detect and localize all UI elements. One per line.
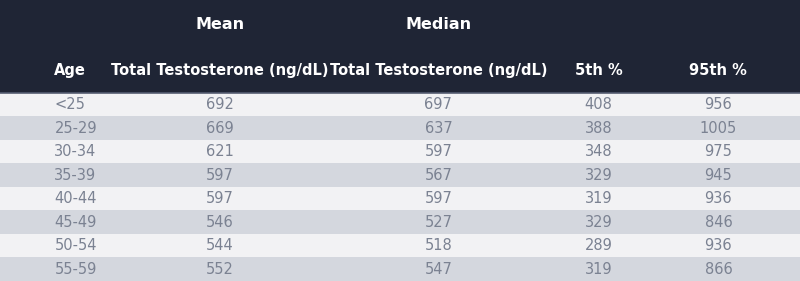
Text: 319: 319: [585, 262, 612, 277]
Text: Total Testosterone (ng/dL): Total Testosterone (ng/dL): [330, 64, 547, 78]
Text: 846: 846: [705, 215, 732, 230]
Bar: [0, 257, 800, 281]
Text: 552: 552: [206, 262, 234, 277]
Text: 547: 547: [425, 262, 452, 277]
Text: 329: 329: [585, 167, 612, 183]
Text: 50-54: 50-54: [54, 238, 97, 253]
Text: 945: 945: [705, 167, 732, 183]
Bar: [0, 163, 800, 187]
Text: 1005: 1005: [700, 121, 737, 135]
Text: 388: 388: [585, 121, 612, 135]
Text: 544: 544: [206, 238, 234, 253]
Bar: [0, 116, 800, 140]
Text: 518: 518: [425, 238, 452, 253]
Text: 95th %: 95th %: [690, 64, 747, 78]
Text: 597: 597: [425, 191, 452, 206]
Text: 408: 408: [585, 97, 612, 112]
Text: 55-59: 55-59: [54, 262, 97, 277]
Bar: [0, 187, 800, 210]
Bar: [0, 234, 800, 257]
Text: 621: 621: [206, 144, 234, 159]
Text: Mean: Mean: [195, 17, 245, 32]
Text: 866: 866: [705, 262, 732, 277]
Text: 319: 319: [585, 191, 612, 206]
Bar: [0, 210, 800, 234]
Text: 30-34: 30-34: [54, 144, 97, 159]
Text: 567: 567: [425, 167, 452, 183]
Text: 597: 597: [206, 191, 234, 206]
Text: 40-44: 40-44: [54, 191, 97, 206]
Text: 936: 936: [705, 238, 732, 253]
Text: Total Testosterone (ng/dL): Total Testosterone (ng/dL): [111, 64, 329, 78]
Bar: [0, 0, 800, 93]
Text: 956: 956: [705, 97, 732, 112]
Text: 35-39: 35-39: [54, 167, 97, 183]
Text: 669: 669: [206, 121, 234, 135]
Text: Age: Age: [54, 64, 86, 78]
Text: 975: 975: [705, 144, 732, 159]
Text: <25: <25: [54, 97, 86, 112]
Text: 697: 697: [425, 97, 452, 112]
Text: 597: 597: [206, 167, 234, 183]
Text: 527: 527: [425, 215, 453, 230]
Bar: [0, 93, 800, 116]
Text: 692: 692: [206, 97, 234, 112]
Text: 45-49: 45-49: [54, 215, 97, 230]
Text: 329: 329: [585, 215, 612, 230]
Text: 25-29: 25-29: [54, 121, 97, 135]
Text: 289: 289: [585, 238, 612, 253]
Text: 546: 546: [206, 215, 234, 230]
Bar: [0, 140, 800, 163]
Text: Median: Median: [406, 17, 471, 32]
Text: 597: 597: [425, 144, 452, 159]
Text: 348: 348: [585, 144, 612, 159]
Text: 936: 936: [705, 191, 732, 206]
Text: 637: 637: [425, 121, 452, 135]
Text: 5th %: 5th %: [574, 64, 622, 78]
